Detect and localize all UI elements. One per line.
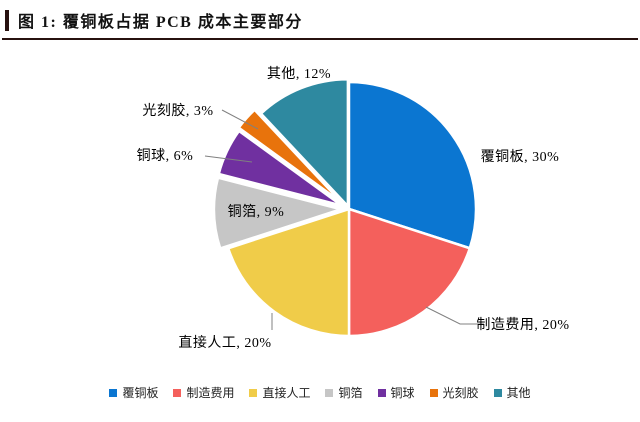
slice-label-manufacturing-cost: 制造费用, 20% bbox=[476, 318, 570, 333]
legend-label-photoresist: 光刻胶 bbox=[442, 386, 479, 400]
title-accent-bar bbox=[5, 9, 9, 31]
figure-title-block: 图 1: 覆铜板占据 PCB 成本主要部分 bbox=[0, 8, 640, 32]
legend-item-others: 其他 bbox=[493, 384, 531, 401]
legend-swatch-manufacturing-cost bbox=[173, 388, 182, 397]
slice-label-others: 其他, 12% bbox=[266, 67, 332, 82]
slice-label-copper-clad-laminate: 覆铜板, 30% bbox=[480, 150, 560, 165]
pie-slice-copper-ball bbox=[217, 129, 344, 207]
legend-label-manufacturing-cost: 制造费用 bbox=[186, 386, 235, 400]
legend-swatch-direct-labor bbox=[249, 388, 258, 397]
legend-item-manufacturing-cost: 制造费用 bbox=[173, 384, 234, 401]
legend-label-direct-labor: 直接人工 bbox=[262, 386, 311, 400]
legend-swatch-copper-foil bbox=[325, 388, 334, 397]
legend-label-copper-foil: 铜箔 bbox=[338, 386, 363, 400]
title-underline-rule bbox=[2, 38, 638, 40]
slice-label-direct-labor: 直接人工, 20% bbox=[178, 336, 272, 351]
legend-item-photoresist: 光刻胶 bbox=[429, 384, 479, 401]
pie-chart-area bbox=[0, 45, 640, 375]
legend-swatch-copper-clad-laminate bbox=[109, 388, 118, 397]
leader-manufacturing-cost bbox=[425, 306, 484, 325]
pie-slice-manufacturing-cost bbox=[347, 207, 472, 338]
slice-label-copper-ball: 铜球, 6% bbox=[136, 149, 194, 164]
title-row: 图 1: 覆铜板占据 PCB 成本主要部分 bbox=[0, 8, 640, 32]
figure-title: 图 1: 覆铜板占据 PCB 成本主要部分 bbox=[18, 14, 303, 31]
chart-legend: 覆铜板 制造费用 直接人工 铜箔 铜球 光刻胶 其他 bbox=[0, 384, 640, 401]
legend-item-copper-clad-laminate: 覆铜板 bbox=[109, 384, 158, 401]
legend-item-copper-foil: 铜箔 bbox=[325, 384, 363, 401]
legend-item-copper-ball: 铜球 bbox=[377, 384, 415, 401]
pie-chart bbox=[204, 77, 484, 338]
legend-swatch-copper-ball bbox=[377, 388, 386, 397]
legend-swatch-others bbox=[493, 388, 502, 397]
leader-copper-ball bbox=[204, 155, 253, 163]
leader-photoresist bbox=[221, 109, 259, 130]
pie-slice-copper-clad-laminate bbox=[347, 80, 478, 250]
legend-label-others: 其他 bbox=[506, 386, 531, 400]
slice-label-photoresist: 光刻胶, 3% bbox=[142, 104, 214, 119]
pie-slice-direct-labor bbox=[226, 207, 351, 338]
slice-label-copper-foil: 铜箔, 9% bbox=[227, 205, 285, 220]
pie-slice-copper-foil bbox=[212, 176, 343, 250]
legend-label-copper-clad-laminate: 覆铜板 bbox=[122, 386, 159, 400]
legend-label-copper-ball: 铜球 bbox=[390, 386, 415, 400]
pie-slice-photoresist bbox=[237, 108, 343, 204]
legend-item-direct-labor: 直接人工 bbox=[249, 384, 310, 401]
legend-swatch-photoresist bbox=[429, 388, 438, 397]
pie-slice-others bbox=[259, 77, 350, 208]
